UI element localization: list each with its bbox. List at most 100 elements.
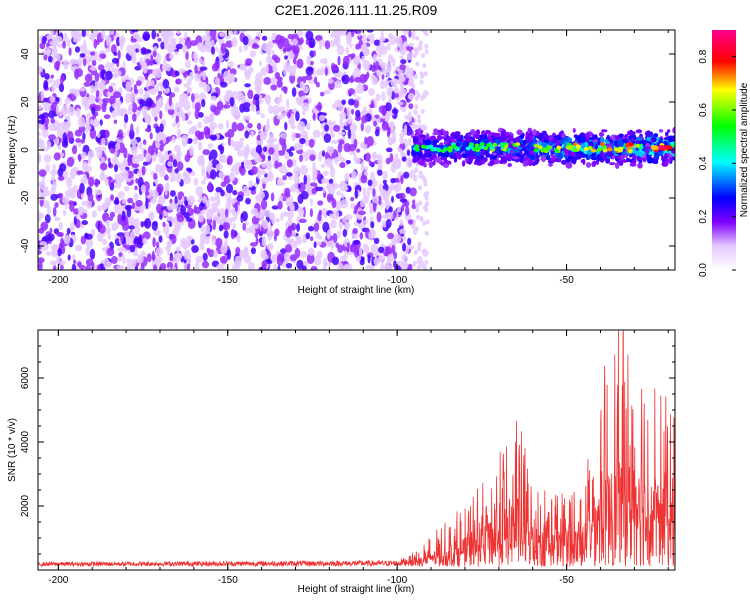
noise-blob xyxy=(263,76,272,85)
noise-blob xyxy=(187,195,195,206)
noise-blob xyxy=(220,81,228,88)
noise-blob xyxy=(142,237,148,245)
noise-blob xyxy=(149,88,157,95)
signal-blob xyxy=(438,144,444,149)
noise-blob xyxy=(181,134,189,145)
noise-blob xyxy=(296,30,304,37)
noise-blob xyxy=(337,105,344,112)
noise-blob xyxy=(381,74,385,80)
noise-blob xyxy=(69,168,76,180)
noise-blob xyxy=(284,244,293,253)
signal-blob xyxy=(534,158,540,163)
spectrogram-y-tick-label: 0 xyxy=(20,147,31,153)
signal-hotspot xyxy=(600,142,605,147)
noise-blob xyxy=(109,82,117,87)
noise-blob xyxy=(100,137,106,146)
noise-blob xyxy=(189,71,194,81)
signal-hotspot xyxy=(479,142,485,147)
noise-blob xyxy=(96,133,101,139)
noise-blob xyxy=(159,123,164,133)
noise-blob xyxy=(88,33,94,40)
signal-hotspot xyxy=(500,142,506,147)
signal-blob xyxy=(489,159,495,166)
noise-blob xyxy=(416,214,420,220)
noise-blob xyxy=(190,171,196,177)
signal-blob xyxy=(615,135,622,140)
noise-blob xyxy=(415,61,420,67)
noise-blob xyxy=(59,110,63,118)
noise-blob xyxy=(382,196,389,201)
noise-blob xyxy=(110,147,116,154)
signal-blob xyxy=(512,156,520,160)
spectrogram-y-ticks: -40 -20 0 20 40 xyxy=(20,48,675,253)
noise-blob xyxy=(277,265,281,270)
noise-blob xyxy=(388,137,392,146)
noise-blob xyxy=(300,164,308,176)
noise-blob xyxy=(242,222,246,231)
noise-blob xyxy=(407,237,412,246)
signal-blob xyxy=(481,130,486,135)
snr-series-line xyxy=(38,330,675,568)
noise-blob xyxy=(56,62,60,72)
noise-blob xyxy=(38,257,45,264)
noise-blob xyxy=(203,205,207,210)
noise-blob xyxy=(255,145,263,155)
signal-blob xyxy=(635,137,643,141)
noise-blob xyxy=(397,43,401,48)
noise-blob xyxy=(390,178,396,184)
noise-blob xyxy=(91,106,96,115)
noise-blob xyxy=(424,259,429,265)
noise-blob xyxy=(64,136,68,146)
noise-blob xyxy=(284,151,290,160)
noise-blob xyxy=(353,98,359,109)
noise-blob xyxy=(64,97,71,105)
noise-blob xyxy=(75,107,81,118)
noise-blob xyxy=(414,90,419,96)
noise-blob xyxy=(306,55,311,65)
noise-blob xyxy=(385,157,391,165)
noise-blob xyxy=(201,260,210,269)
noise-blob xyxy=(236,234,241,243)
colorbar-label: Normalized spectral amplitude xyxy=(739,82,750,217)
noise-blob xyxy=(212,219,216,231)
noise-blob xyxy=(299,80,305,90)
noise-blob xyxy=(352,67,361,79)
noise-blob xyxy=(53,152,61,161)
noise-blob xyxy=(210,169,217,180)
noise-blob xyxy=(351,170,357,180)
noise-blob xyxy=(273,150,280,160)
noise-blob xyxy=(152,237,156,248)
noise-blob xyxy=(131,154,140,165)
signal-blob xyxy=(647,151,654,155)
noise-blob xyxy=(211,63,219,72)
signal-blob xyxy=(548,134,553,142)
noise-blob xyxy=(411,84,416,90)
signal-blob xyxy=(591,134,596,141)
noise-blob xyxy=(399,64,406,71)
noise-blob xyxy=(307,225,315,232)
signal-blob xyxy=(544,134,549,141)
noise-blob xyxy=(310,267,316,270)
noise-blob xyxy=(290,124,296,130)
noise-blob xyxy=(104,129,109,139)
noise-blob xyxy=(377,155,383,166)
noise-blob xyxy=(380,79,385,90)
noise-blob xyxy=(111,73,119,79)
signal-hotspot xyxy=(587,145,593,150)
noise-blob xyxy=(318,151,322,162)
noise-blob xyxy=(63,33,68,43)
noise-blob xyxy=(50,118,56,124)
signal-blob xyxy=(490,132,495,136)
signal-blob xyxy=(527,135,532,142)
noise-blob xyxy=(266,243,274,251)
noise-blob xyxy=(144,73,149,81)
noise-blob xyxy=(397,101,404,106)
noise-blob xyxy=(257,169,261,180)
noise-blob xyxy=(409,187,417,197)
noise-blob xyxy=(218,224,224,232)
noise-blob xyxy=(80,151,87,159)
noise-blob xyxy=(293,166,301,177)
noise-blob xyxy=(195,260,200,270)
noise-blob xyxy=(418,185,422,190)
noise-blob xyxy=(413,74,418,80)
